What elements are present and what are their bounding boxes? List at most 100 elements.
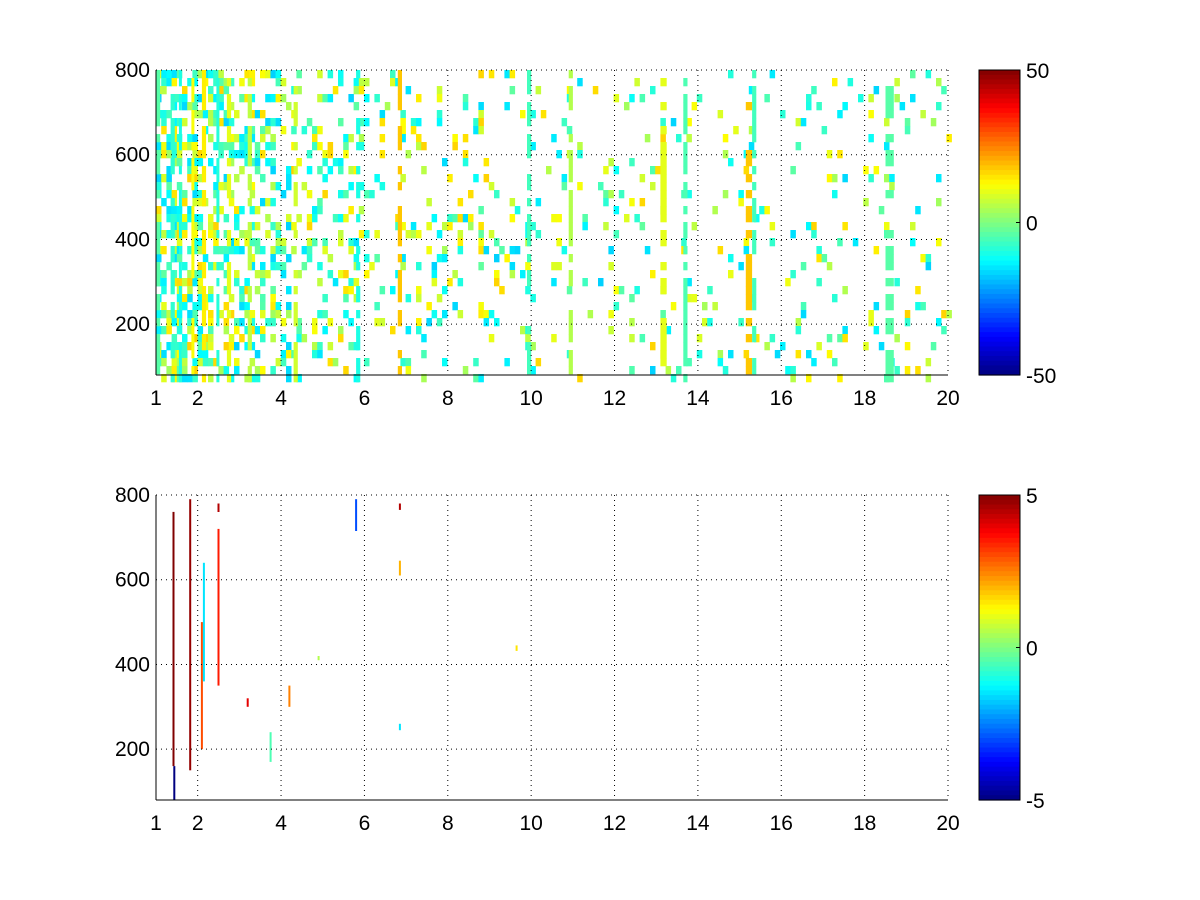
heatmap-cell [338, 78, 344, 87]
colorbar-swatch [979, 355, 1020, 362]
heatmap-cell [712, 302, 718, 311]
colorbar-swatch [979, 127, 1020, 133]
heatmap-cell [530, 294, 536, 303]
heatmap-cell [275, 222, 282, 231]
heatmap-cell [197, 222, 204, 231]
heatmap-cell [239, 150, 245, 159]
heatmap-band-cell [226, 110, 232, 119]
heatmap-cell [260, 70, 266, 79]
heatmap-cell [187, 142, 193, 151]
heatmap-band-cell [156, 70, 161, 79]
heatmap-cell [296, 326, 302, 335]
heatmap-cell [728, 254, 734, 263]
heatmap-cell [317, 350, 323, 359]
heatmap-band-cell [683, 302, 688, 311]
heatmap-cell [275, 238, 282, 247]
heatmap-cell [260, 262, 266, 271]
heatmap-cell [166, 110, 172, 119]
heatmap-cell [681, 238, 687, 247]
colorbar-swatch [979, 652, 1020, 658]
heatmap-cell [904, 118, 911, 127]
heatmap-band-cell [660, 78, 667, 87]
heatmap-cell [239, 134, 245, 143]
heatmap-cell [182, 118, 188, 127]
heatmap-cell [587, 310, 594, 319]
heatmap-cell [826, 150, 833, 159]
heatmap-band-cell [356, 70, 361, 79]
heatmap-cell [754, 214, 760, 223]
heatmap-cell [551, 214, 557, 223]
x-tick-label: 8 [442, 387, 454, 410]
heatmap-cell [504, 70, 510, 79]
heatmap-cell [390, 70, 396, 79]
heatmap-cell [426, 246, 432, 255]
heatmap-cell [280, 246, 287, 255]
heatmap-band-cell [885, 294, 894, 303]
heatmap-cell [348, 342, 354, 351]
heatmap-cell [265, 126, 271, 135]
colorbar-swatch [979, 661, 1020, 668]
colorbar-swatch [979, 509, 1020, 515]
colorbar-swatch [979, 642, 1020, 649]
heatmap-cell [254, 110, 261, 119]
heatmap-band-cell [683, 182, 688, 191]
heatmap-cell [234, 150, 240, 159]
heatmap-cell [213, 182, 219, 191]
heatmap-cell [187, 286, 193, 295]
heatmap-cell [494, 318, 500, 327]
heatmap-cell [249, 182, 256, 191]
heatmap-cell [462, 102, 469, 111]
heatmap-cell [270, 70, 276, 79]
heatmap-cell [811, 86, 817, 95]
heatmap-cell [249, 190, 256, 199]
heatmap-cell [811, 222, 817, 231]
heatmap-cell [228, 310, 235, 319]
colorbar-swatch [979, 637, 1020, 644]
heatmap-cell [171, 206, 178, 215]
heatmap-cell [462, 158, 469, 167]
heatmap-cell [639, 94, 646, 103]
heatmap-band-cell [156, 134, 161, 143]
heatmap-band-cell [568, 198, 573, 207]
heatmap-band-cell [356, 286, 361, 295]
heatmap-cell [197, 198, 204, 207]
heatmap-cell [182, 142, 188, 151]
heatmap-band-cell [201, 310, 207, 319]
heatmap-band-cell [397, 86, 402, 95]
heatmap-cell [904, 318, 911, 327]
heatmap-cell [338, 238, 344, 247]
heatmap-cell [624, 214, 630, 223]
heatmap-cell [790, 166, 796, 175]
colorbar-tick-label: 50 [1026, 60, 1049, 83]
heatmap-band-cell [170, 198, 175, 207]
heatmap-band-cell [356, 182, 361, 191]
heatmap-cell [582, 214, 588, 223]
heatmap-cell [644, 134, 651, 143]
heatmap-band-cell [156, 366, 161, 375]
heatmap-band-cell [170, 134, 175, 143]
heatmap-segment [217, 503, 220, 512]
x-tick-label: 14 [686, 387, 710, 410]
heatmap-cell [260, 294, 266, 303]
heatmap-band-cell [178, 94, 182, 103]
heatmap-band-cell [178, 358, 182, 367]
heatmap-cell [223, 246, 230, 255]
heatmap-cell [338, 230, 344, 239]
heatmap-cell [280, 350, 287, 359]
heatmap-band-cell [170, 310, 175, 319]
heatmap-cell [660, 134, 666, 143]
heatmap-band-cell [216, 86, 220, 95]
heatmap-band-cell [226, 358, 232, 367]
heatmap-cell [166, 134, 172, 143]
heatmap-cell [260, 246, 266, 255]
heatmap-cell [208, 158, 214, 167]
heatmap-cell [182, 342, 188, 351]
heatmap-cell [249, 94, 256, 103]
heatmap-band-cell [356, 166, 361, 175]
heatmap-cell [317, 142, 323, 151]
heatmap-band-cell [660, 182, 667, 191]
heatmap-band-cell [191, 342, 195, 351]
heatmap-cell [187, 174, 193, 183]
heatmap-cell [707, 286, 713, 295]
heatmap-cell [192, 78, 198, 87]
